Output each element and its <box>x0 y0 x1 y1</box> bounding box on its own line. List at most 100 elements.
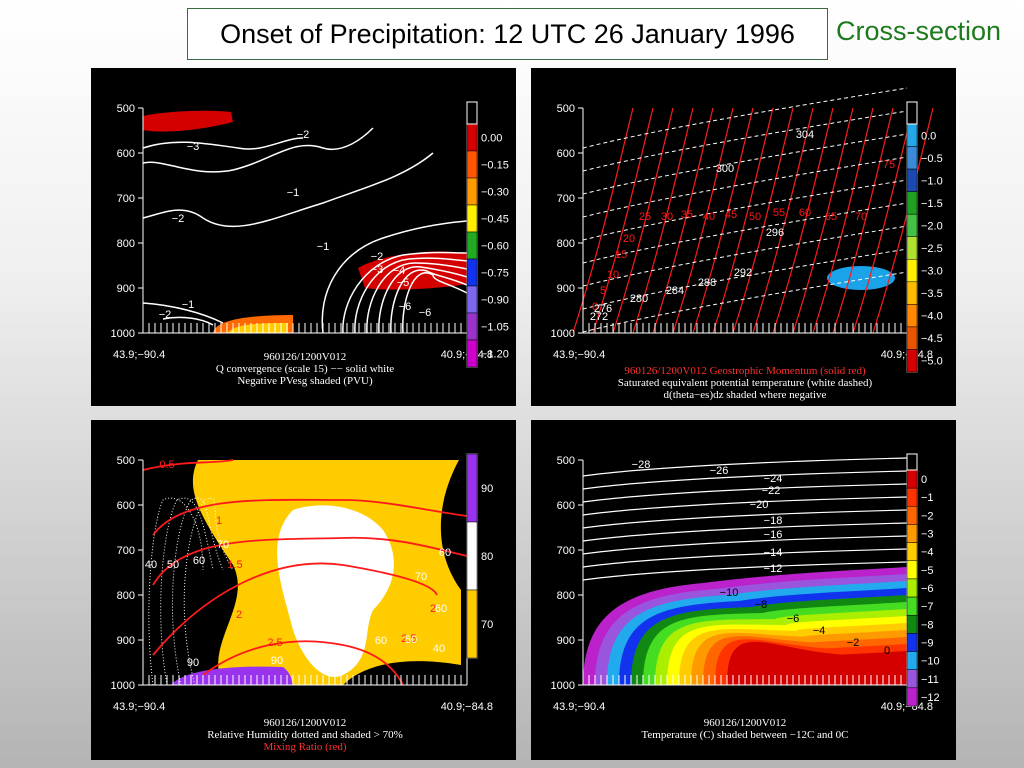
mixing-ratio-label: 1.5 <box>227 559 242 571</box>
colorbar-swatch <box>466 453 478 523</box>
colorbar-label: 80 <box>481 551 493 563</box>
momentum-line <box>672 107 734 334</box>
colorbar-swatch <box>466 339 478 368</box>
momentum-line <box>792 107 854 334</box>
x-right-label: 40.9;−84.8 <box>441 701 493 713</box>
colorbar-swatch <box>906 578 918 598</box>
colorbar-label: −1.20 <box>481 349 509 361</box>
page-title-box: Onset of Precipitation: 12 UTC 26 Januar… <box>187 8 828 60</box>
y-tick-label: 1000 <box>551 328 575 340</box>
y-tick-label: 800 <box>557 590 575 602</box>
theta-es-line <box>582 156 908 218</box>
x-left-label: 43.9;−90.4 <box>113 701 165 713</box>
temp-contour-label: 2 <box>934 659 940 671</box>
x-left-label: 43.9;−90.4 <box>553 349 605 361</box>
rh-label: 60 <box>193 555 205 567</box>
temp-contour-label: −26 <box>710 465 729 477</box>
q-contour <box>142 137 304 150</box>
colorbar-label: −4.0 <box>921 311 943 323</box>
temp-contour <box>582 522 908 542</box>
q-contour <box>354 257 468 334</box>
colorbar-swatch <box>466 123 478 152</box>
caption-line: Temperature (C) shaded between −12C and … <box>641 729 848 741</box>
colorbar-label: 0.0 <box>921 130 936 142</box>
mixing-ratio-line <box>142 459 234 471</box>
temp-contour-label: 0 <box>884 645 890 657</box>
rh-label: 60 <box>375 635 387 647</box>
temp-contour-label: −12 <box>764 563 783 575</box>
rh-label: 40 <box>145 559 157 571</box>
temp-contour <box>582 548 908 568</box>
temp-contour-label: −18 <box>764 515 783 527</box>
y-tick-label: 600 <box>117 148 135 160</box>
theta-es-line <box>582 110 908 172</box>
q-contour-label: −2 <box>371 251 384 263</box>
momentum-line <box>732 107 794 334</box>
q-contour <box>321 220 468 334</box>
q-contour <box>142 127 374 173</box>
y-tick-label: 800 <box>117 238 135 250</box>
colorbar-label: 90 <box>481 483 493 495</box>
temp-contour <box>582 509 908 529</box>
y-tick-label: 900 <box>557 283 575 295</box>
momentum-line <box>832 107 894 334</box>
colorbar-label: −0.90 <box>481 295 509 307</box>
y-tick-label: 500 <box>557 103 575 115</box>
q-contour-label: −3 <box>187 141 200 153</box>
colorbar-label: −2 <box>921 510 934 522</box>
colorbar-swatch <box>906 191 918 215</box>
momentum-line <box>772 107 834 334</box>
momentum-label: 45 <box>725 209 737 221</box>
rh-label: 60 <box>435 603 447 615</box>
y-tick-label: 900 <box>117 283 135 295</box>
colorbar-swatch <box>906 349 918 373</box>
colorbar-swatch <box>466 150 478 179</box>
temp-contour-label: −28 <box>632 459 651 471</box>
colorbar-label: 0.00 <box>481 133 502 145</box>
momentum-label: 0 <box>592 301 598 313</box>
dthetaes-shade <box>827 266 895 290</box>
colorbar-label: −12 <box>921 692 940 704</box>
momentum-label: 30 <box>661 211 673 223</box>
mixing-ratio-line <box>152 562 438 656</box>
y-tick-label: 900 <box>557 635 575 647</box>
momentum-label: 10 <box>607 269 619 281</box>
mixing-ratio-label: 1 <box>216 515 222 527</box>
theta-es-label: 296 <box>766 227 784 239</box>
y-tick-label: 1000 <box>551 680 575 692</box>
colorbar-swatch <box>906 669 918 689</box>
colorbar-swatch <box>906 123 918 147</box>
y-tick-label: 600 <box>557 500 575 512</box>
colorbar-label: 70 <box>481 619 493 631</box>
caption-line: 960126/1200V012 <box>704 717 787 729</box>
colorbar-swatch <box>906 168 918 192</box>
colorbar-swatch <box>466 231 478 260</box>
colorbar-label: −1 <box>921 492 934 504</box>
y-tick-label: 500 <box>557 455 575 467</box>
panel-relative-humidity: 0.5 1 1.5 2 2.5 2.5 2 40 50 60 70 80 60 70 60 60 50 40 90 9… <box>91 420 516 760</box>
colorbar-swatch <box>466 521 478 591</box>
colorbar-swatch <box>906 304 918 328</box>
theta-es-line <box>582 271 908 333</box>
colorbar-swatch <box>466 285 478 314</box>
caption-line: d(theta−es)dz shaded where negative <box>664 389 827 401</box>
colorbar-label: −4 <box>921 547 934 559</box>
y-tick-label: 1000 <box>111 680 135 692</box>
chart-temperature: −28 −26−24−22−20−18−16−14−12−10−8−6−4−202… <box>551 453 940 741</box>
momentum-label: 75 <box>883 159 895 171</box>
colorbar-swatch <box>466 177 478 206</box>
momentum-line <box>652 107 714 334</box>
colorbar-label: −2.5 <box>921 243 943 255</box>
theta-es-label: 304 <box>796 129 814 141</box>
colorbar-swatch <box>906 651 918 670</box>
q-contour <box>402 272 468 334</box>
colorbar-swatch <box>906 596 918 616</box>
momentum-label: 25 <box>639 211 651 223</box>
theta-es-line <box>582 87 908 149</box>
temp-contour-label: −22 <box>762 485 781 497</box>
q-contour-label: −6 <box>419 307 432 319</box>
colorbar-swatch <box>906 524 918 543</box>
colorbar-swatch <box>906 469 918 489</box>
y-tick-label: 500 <box>117 455 135 467</box>
theta-es-line <box>582 133 908 195</box>
